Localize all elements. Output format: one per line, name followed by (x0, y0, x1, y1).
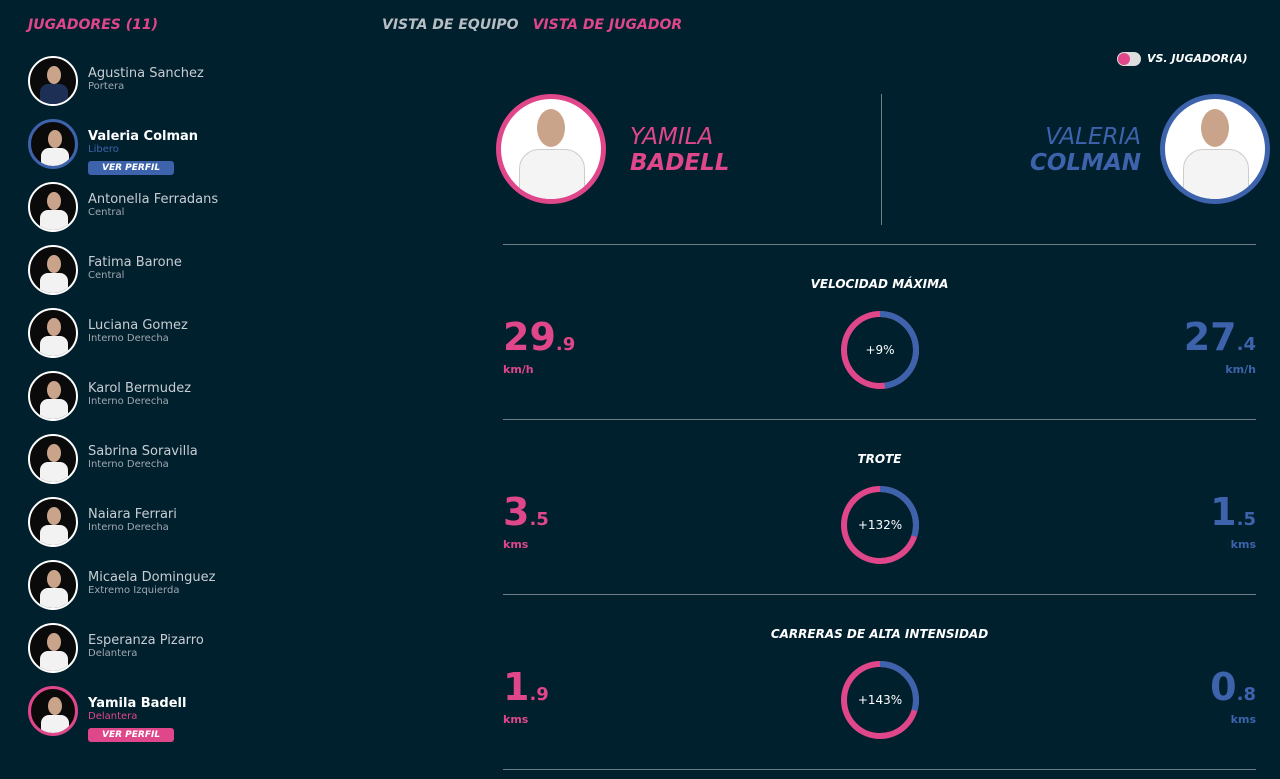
view-profile-button[interactable]: VER PERFIL (88, 161, 175, 175)
player-list-item[interactable]: Fatima Barone Central (28, 245, 182, 295)
tab-team-view[interactable]: VISTA DE EQUIPO (382, 17, 519, 33)
view-tabs: VISTA DE EQUIPO VISTA DE JUGADOR (382, 17, 682, 33)
comparison-ring: +9% (841, 311, 919, 389)
player-name: Yamila Badell (88, 696, 187, 711)
ring-right-share (841, 311, 919, 389)
stat-title: VELOCIDAD MÁXIMA (810, 277, 949, 291)
player-position: Central (88, 207, 125, 218)
player-avatar (28, 434, 78, 484)
vs-player-toggle[interactable] (1117, 52, 1141, 66)
player-list-item[interactable]: Antonella Ferradans Central (28, 182, 218, 232)
player-position: Delantera (88, 711, 138, 722)
player-name: Karol Bermudez (88, 381, 192, 396)
stat-title: CARRERAS DE ALTA INTENSIDAD (770, 627, 989, 641)
ring-right-share (841, 486, 919, 564)
player-avatar (28, 182, 78, 232)
player-name: Esperanza Pizarro (88, 633, 204, 648)
player-list-item[interactable]: Karol Bermudez Interno Derecha (28, 371, 191, 421)
right-stat-value: 0.8 kms (1210, 665, 1256, 726)
player-name: Micaela Dominguez (88, 570, 216, 585)
divider (881, 94, 882, 225)
player-avatar (28, 56, 78, 106)
stat-title: TROTE (857, 452, 902, 466)
left-player-photo (496, 94, 606, 204)
player-position: Libero (88, 144, 119, 155)
left-player-name: YAMILA BADELL (630, 124, 730, 176)
player-list-item[interactable]: Agustina Sanchez Portera (28, 56, 204, 106)
player-avatar (28, 245, 78, 295)
player-name: Naiara Ferrari (88, 507, 177, 522)
player-name: Antonella Ferradans (88, 192, 219, 207)
player-name: Valeria Colman (88, 129, 199, 144)
ring-diff: +143% (858, 693, 902, 707)
player-list-item[interactable]: Naiara Ferrari Interno Derecha (28, 497, 177, 547)
player-avatar (28, 497, 78, 547)
player-avatar (28, 686, 78, 736)
player-avatar (28, 560, 78, 610)
comparison-ring: +143% (841, 661, 919, 739)
player-name: Sabrina Soravilla (88, 444, 198, 459)
players-title: JUGADORES (11) (28, 17, 159, 33)
vs-player-label: VS. JUGADOR(A) (1147, 52, 1248, 65)
section-divider (503, 769, 1256, 770)
left-stat-value: 3.5 kms (503, 490, 549, 551)
player-position: Extremo Izquierda (88, 585, 180, 596)
player-position: Interno Derecha (88, 459, 169, 470)
player-list-item[interactable]: Valeria Colman Libero VER PERFIL (28, 119, 198, 175)
player-list-item[interactable]: Luciana Gomez Interno Derecha (28, 308, 188, 358)
ring-diff: +132% (858, 518, 902, 532)
player-name: Luciana Gomez (88, 318, 188, 333)
ring-right-share (841, 661, 919, 739)
player-list-item[interactable]: Micaela Dominguez Extremo Izquierda (28, 560, 215, 610)
player-position: Interno Derecha (88, 333, 169, 344)
ring-diff: +9% (865, 343, 894, 357)
player-avatar (28, 371, 78, 421)
comparison-ring: +132% (841, 486, 919, 564)
player-name: Fatima Barone (88, 255, 182, 270)
section-divider (503, 244, 1256, 245)
view-profile-button[interactable]: VER PERFIL (88, 728, 175, 742)
left-stat-value: 29.9 km/h (503, 315, 576, 376)
player-position: Delantera (88, 648, 138, 659)
right-player-photo (1160, 94, 1270, 204)
section-divider (503, 419, 1256, 420)
section-divider (503, 594, 1256, 595)
player-position: Interno Derecha (88, 522, 169, 533)
player-avatar (28, 119, 78, 169)
player-list-item[interactable]: Yamila Badell Delantera VER PERFIL (28, 686, 186, 742)
player-avatar (28, 308, 78, 358)
right-player-name: VALERIA COLMAN (1029, 124, 1141, 176)
player-position: Central (88, 270, 125, 281)
player-avatar (28, 623, 78, 673)
player-position: Interno Derecha (88, 396, 169, 407)
player-name: Agustina Sanchez (88, 66, 204, 81)
tab-player-view[interactable]: VISTA DE JUGADOR (532, 17, 683, 33)
player-position: Portera (88, 81, 125, 92)
left-stat-value: 1.9 kms (503, 665, 549, 726)
player-list-item[interactable]: Esperanza Pizarro Delantera (28, 623, 204, 673)
player-list-item[interactable]: Sabrina Soravilla Interno Derecha (28, 434, 198, 484)
right-stat-value: 1.5 kms (1210, 490, 1256, 551)
right-stat-value: 27.4 km/h (1183, 315, 1256, 376)
